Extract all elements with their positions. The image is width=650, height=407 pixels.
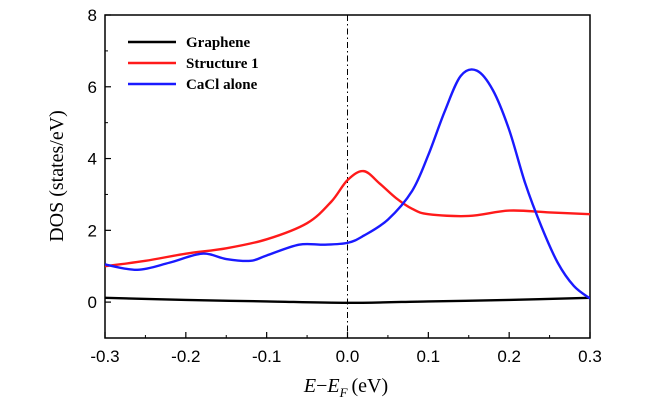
x-axis-title: E−EF (eV): [303, 375, 388, 400]
x-tick-label: -0.1: [252, 347, 281, 366]
series-line-cacl-alone: [105, 68, 590, 300]
x-tick-label: 0.3: [578, 347, 602, 366]
x-tick-label: -0.2: [171, 347, 200, 366]
legend: Graphene Structure 1 CaCl alone: [128, 35, 259, 93]
series-line-graphene: [105, 296, 590, 305]
x-tick-label: 0.2: [497, 347, 521, 366]
y-tick-label: 2: [88, 221, 97, 240]
x-axis-title-ef: E: [326, 375, 339, 397]
y-tick-label: 6: [88, 78, 97, 97]
x-axis-title-unit: (eV): [352, 375, 389, 397]
x-tick-label: 0.1: [417, 347, 441, 366]
x-tick-label: 0.0: [336, 347, 360, 366]
y-tick-label: 0: [88, 293, 97, 312]
legend-label-cacl-alone: CaCl alone: [186, 77, 258, 93]
y-axis-title: DOS (states/eV): [46, 110, 68, 242]
legend-label-graphene: Graphene: [186, 35, 251, 51]
x-axis-title-dash: −: [316, 375, 327, 397]
series-line-structure-1: [105, 169, 590, 268]
legend-label-structure-1: Structure 1: [186, 56, 259, 72]
x-axis-title-subscript: F: [339, 385, 349, 400]
y-tick-label: 4: [88, 150, 97, 169]
y-tick-label: 8: [88, 6, 97, 25]
x-tick-label: -0.3: [90, 347, 119, 366]
x-axis-title-e: E: [303, 375, 316, 397]
